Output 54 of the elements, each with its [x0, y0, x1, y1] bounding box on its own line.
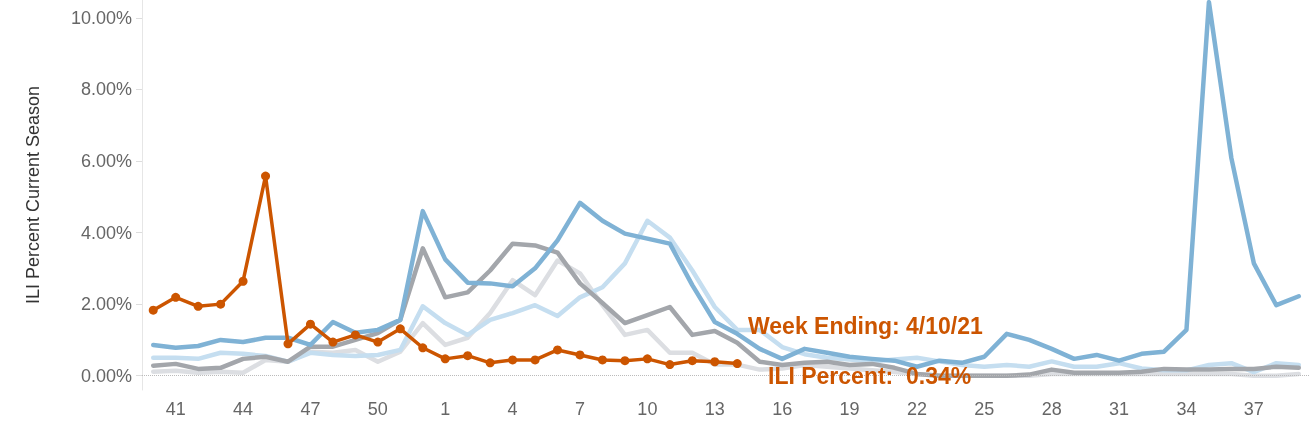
point — [283, 339, 293, 349]
annotation: ILI Percent: 0.34% — [768, 362, 972, 389]
x-tick-label: 22 — [906, 399, 927, 419]
x-tick-label: 7 — [574, 399, 586, 419]
x-tick-label: 47 — [300, 399, 321, 419]
point — [732, 359, 742, 369]
point — [463, 351, 473, 361]
point — [485, 358, 495, 368]
point — [171, 292, 181, 302]
x-tick-label: 1 — [440, 399, 451, 419]
x-tick-label: 10 — [637, 399, 658, 419]
x-tick-label: 31 — [1109, 399, 1130, 419]
x-tick-label: 50 — [367, 399, 388, 419]
x-tick-label: 37 — [1243, 399, 1264, 419]
point — [418, 343, 428, 353]
point — [328, 337, 338, 347]
annotation: Week Ending: 4/10/21 — [748, 312, 983, 339]
point — [642, 354, 652, 364]
x-tick-label: 16 — [772, 399, 793, 419]
point — [216, 299, 226, 309]
point — [261, 171, 271, 181]
point — [575, 350, 585, 360]
point — [440, 354, 450, 364]
x-tick-label: 34 — [1176, 399, 1197, 419]
point — [373, 337, 383, 347]
x-tick-label: 41 — [165, 399, 186, 419]
point — [530, 355, 540, 365]
y-tick-label: 10.00% — [70, 7, 132, 28]
y-tick-label: 2.00% — [80, 294, 132, 315]
point — [665, 360, 675, 370]
x-tick-label: 25 — [974, 399, 995, 419]
y-tick-label: 8.00% — [80, 79, 132, 100]
point — [395, 324, 405, 334]
point — [687, 356, 697, 366]
x-tick-label: 13 — [704, 399, 725, 419]
x-tick-label: 4 — [507, 399, 518, 419]
point — [597, 355, 607, 365]
x-tick-label: 28 — [1041, 399, 1062, 419]
point — [148, 305, 158, 315]
point — [350, 330, 360, 340]
point — [508, 355, 518, 365]
x-tick-label: 44 — [233, 399, 254, 419]
y-tick-label: 0.00% — [80, 365, 132, 386]
point — [305, 319, 315, 329]
x-tick-label: 19 — [839, 399, 860, 419]
point — [193, 301, 203, 311]
point — [238, 276, 248, 286]
y-axis-title: ILI Percent Current Season — [23, 85, 43, 305]
line-series — [150, 0, 1302, 369]
point — [620, 356, 630, 366]
y-tick-label: 6.00% — [80, 151, 132, 172]
y-tick-label: 4.00% — [80, 222, 132, 243]
point — [710, 357, 720, 367]
point — [553, 345, 563, 355]
